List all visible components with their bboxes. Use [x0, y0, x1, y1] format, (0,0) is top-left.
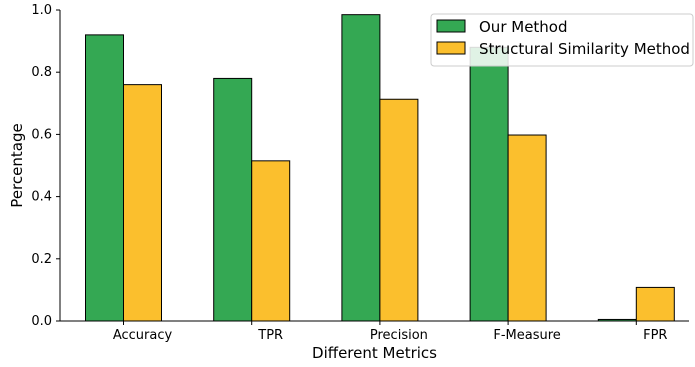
- bar-structural-similarity-method-precision: [379, 98, 419, 322]
- bar-our-method-tpr: [213, 77, 253, 322]
- bar-structural-similarity-method-fpr: [635, 286, 675, 322]
- y-tick-label: 0.4: [31, 190, 52, 205]
- bar-structural-similarity-method-f-measure: [507, 134, 547, 322]
- x-tick-label: Accuracy: [113, 328, 173, 343]
- legend: Our Method Structural Similarity Method: [430, 13, 694, 67]
- y-axis-label: Percentage: [8, 123, 26, 207]
- y-tick-label: 0.2: [31, 252, 52, 267]
- legend-swatch: [436, 41, 466, 55]
- legend-label: Structural Similarity Method: [479, 40, 690, 58]
- y-tick-label: 0.8: [31, 65, 52, 80]
- legend-swatch: [436, 19, 466, 33]
- axes-group: [59, 10, 689, 322]
- x-tick-label: FPR: [643, 328, 667, 343]
- y-tick-label: 0.0: [31, 314, 52, 329]
- legend-label: Our Method: [479, 18, 568, 36]
- bar-our-method-f-measure: [469, 46, 509, 322]
- x-tick-label: TPR: [257, 328, 283, 343]
- y-tick-label: 1.0: [31, 3, 52, 18]
- legend-box: [430, 13, 694, 67]
- bar-structural-similarity-method-tpr: [251, 160, 291, 322]
- x-tick-label: F-Measure: [493, 328, 560, 343]
- y-tick-label: 0.6: [31, 127, 52, 142]
- bar-our-method-precision: [341, 14, 381, 322]
- bar-structural-similarity-method-accuracy: [123, 84, 162, 322]
- ticks-group: 0.0 0.2 0.4 0.6 0.8 1.0 Accuracy TPR Precision F-…: [31, 3, 667, 343]
- bar-our-method-accuracy: [85, 34, 124, 322]
- bars-group: [85, 14, 675, 322]
- x-tick-label: Precision: [370, 328, 428, 343]
- x-axis-label: Different Metrics: [312, 344, 437, 362]
